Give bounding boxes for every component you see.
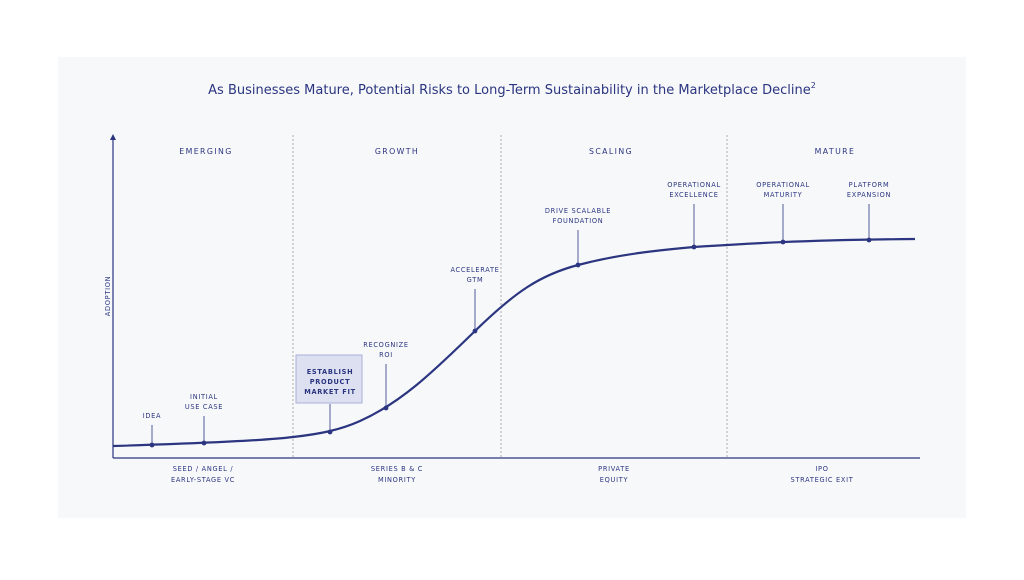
- dividers: [292, 135, 728, 458]
- milestone-label: EXPANSION: [847, 191, 891, 199]
- milestone-label: PLATFORM: [849, 181, 890, 189]
- milestone-label: FOUNDATION: [553, 217, 604, 225]
- milestone-label: ROI: [379, 351, 393, 359]
- milestone-dot: [327, 429, 333, 435]
- funding-label: IPO: [815, 465, 828, 473]
- milestone-label: PRODUCT: [310, 378, 351, 386]
- phase-label: MATURE: [815, 147, 856, 156]
- milestone-label: OPERATIONAL: [667, 181, 721, 189]
- milestone-dot: [866, 237, 872, 243]
- milestone-label: INITIAL: [190, 393, 218, 401]
- title-superscript: 2: [811, 81, 816, 90]
- funding-label: SERIES B & C: [371, 465, 423, 473]
- milestone-dot: [575, 262, 581, 268]
- funding-label: STRATEGIC EXIT: [791, 476, 854, 484]
- highlight-box: [295, 354, 363, 404]
- milestone-dot: [149, 442, 155, 448]
- milestone-label: GTM: [467, 276, 484, 284]
- funding-label: EARLY-STAGE VC: [171, 476, 235, 484]
- title: As Businesses Mature, Potential Risks to…: [208, 81, 816, 98]
- milestone-label: IDEA: [143, 412, 162, 420]
- milestone-label: USE CASE: [185, 403, 223, 411]
- milestone-dot: [472, 328, 478, 334]
- funding-label: SEED / ANGEL /: [173, 465, 234, 473]
- milestone-label: RECOGNIZE: [363, 341, 409, 349]
- milestone-label: OPERATIONAL: [756, 181, 810, 189]
- funding-label: MINORITY: [378, 476, 416, 484]
- phase-label: GROWTH: [375, 147, 419, 156]
- y-arrow: [110, 134, 116, 140]
- milestone-label: MARKET FIT: [304, 388, 356, 396]
- milestone-label: MATURITY: [764, 191, 803, 199]
- funding-label: EQUITY: [600, 476, 629, 484]
- milestone-label: EXCELLENCE: [669, 191, 718, 199]
- milestone-label: ACCELERATE: [450, 266, 499, 274]
- milestone-label: DRIVE SCALABLE: [545, 207, 611, 215]
- y-axis-label: ADOPTION: [104, 276, 112, 316]
- panel: [58, 57, 966, 518]
- milestone-dot: [383, 405, 389, 411]
- milestone-dot: [201, 440, 207, 446]
- milestone-label: ESTABLISH: [307, 368, 354, 376]
- phase-label: SCALING: [589, 147, 633, 156]
- funding-label: PRIVATE: [598, 465, 630, 473]
- milestone-dot: [691, 244, 697, 250]
- milestone-dot: [780, 239, 786, 245]
- title-text: As Businesses Mature, Potential Risks to…: [208, 83, 811, 98]
- phase-label: EMERGING: [179, 147, 232, 156]
